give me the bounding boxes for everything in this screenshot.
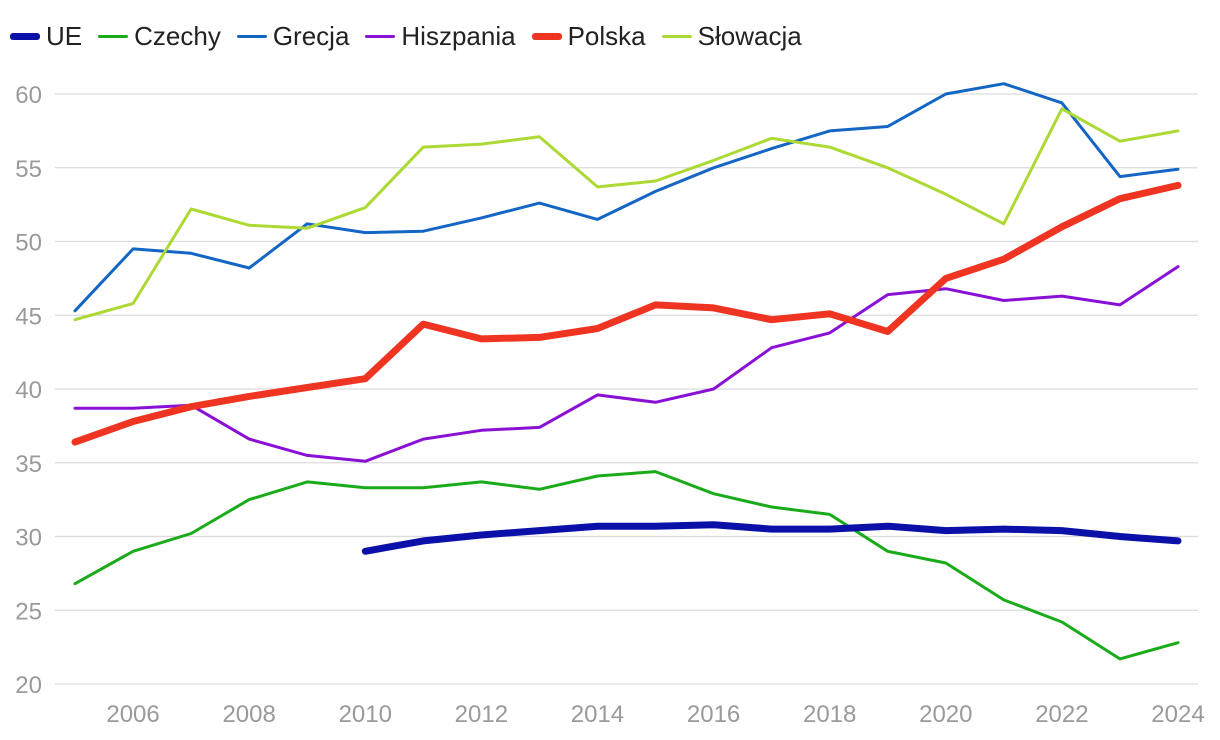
legend-swatch [661,34,692,38]
legend-item-hiszpania: Hiszpania [365,20,516,52]
y-tick-label: 35 [15,451,42,478]
legend-item-slowacja: Słowacja [661,20,802,52]
y-tick-label: 40 [15,377,42,404]
legend-item-polska: Polska [531,20,646,52]
series-line-polska [71,181,1182,446]
x-tick-label: 2010 [339,701,392,728]
x-tick-label: 2008 [222,701,275,728]
x-tick-label: 2016 [687,701,740,728]
legend-label: Polska [567,20,646,51]
x-tick-label: 2020 [919,701,972,728]
y-tick-label: 25 [15,598,42,625]
series-line-slowacja [73,107,1180,322]
legend-swatch [365,34,396,38]
gridlines [55,93,1198,685]
legend-label: Hiszpania [401,20,516,51]
x-tick-label: 2018 [803,701,856,728]
series-line-grecja [73,82,1180,313]
series-line-hiszpania [73,265,1180,463]
legend-swatch [10,32,40,40]
x-tick-label: 2006 [106,701,159,728]
y-tick-label: 60 [15,82,42,109]
series-lines [71,82,1182,661]
x-tick-label: 2014 [571,701,624,728]
series-line-czechy [73,470,1180,661]
legend-swatch [531,32,562,40]
legend-swatch [236,34,267,38]
x-tick-label: 2024 [1151,701,1204,728]
y-tick-label: 30 [15,525,42,552]
legend-label: Czechy [134,20,221,51]
y-tick-label: 50 [15,230,42,257]
y-tick-label: 45 [15,303,42,330]
y-tick-label: 55 [15,156,42,183]
legend-label: Słowacja [697,20,802,51]
y-tick-label: 20 [15,672,42,699]
legend-item-grecja: Grecja [236,20,350,52]
legend-swatch [98,34,129,38]
x-tick-label: 2012 [455,701,508,728]
y-axis-ticks: 20 25 30 35 40 45 50 55 60 [15,82,42,699]
legend-item-czechy: Czechy [98,21,221,52]
series-line-ue [361,521,1182,555]
x-axis-ticks: 2006 2008 2010 2012 2014 2016 2018 2020 2022 2024 [106,701,1204,728]
x-tick-label: 2022 [1035,701,1088,728]
legend-label: Grecja [272,20,350,51]
legend: UE Czechy Grecja Hiszpania Polska Słowacja [10,18,818,54]
legend-item-ue: UE [10,21,82,52]
legend-label: UE [46,20,83,51]
